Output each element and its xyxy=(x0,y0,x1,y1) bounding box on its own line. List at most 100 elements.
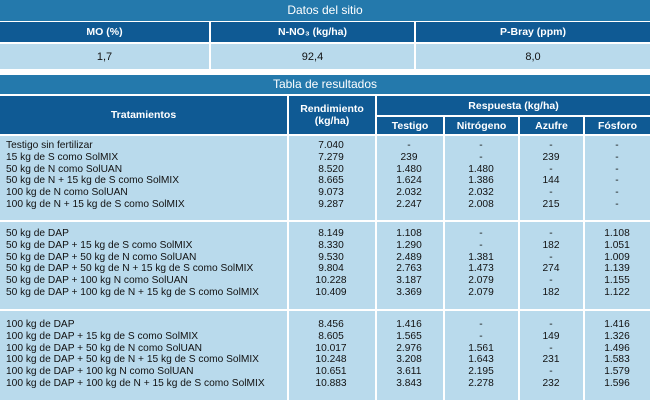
treatment-name: 100 kg de N + 15 kg de S como SolMIX xyxy=(6,199,185,210)
azufre-value: - xyxy=(549,342,553,354)
azufre-value: 231 xyxy=(542,354,560,366)
testigo-value: 1.416 xyxy=(396,319,422,330)
rendimiento-value: 8.149 xyxy=(318,228,344,239)
fosforo-value: 1.416 xyxy=(604,319,630,330)
nitrogeno-value: 2.079 xyxy=(468,287,494,298)
treatment-name: 100 kg de DAP + 100 kg de N + 15 kg de S… xyxy=(6,378,265,389)
fosforo-value: 1.139 xyxy=(604,263,630,275)
table-row: 50 kg de DAP + 100 kg N como SolUAN 10.22… xyxy=(0,275,650,287)
table-row: 50 kg de DAP 8.149 1.108 - - 1.108 xyxy=(0,228,650,240)
column-divider xyxy=(287,136,289,400)
treatment-name: 50 kg de DAP + 50 kg de N como SolUAN xyxy=(6,251,197,263)
column-divider xyxy=(583,136,585,400)
azufre-value: - xyxy=(549,140,553,151)
fosforo-value: - xyxy=(615,187,619,199)
azufre-value: - xyxy=(549,228,553,239)
value-pbray: 8,0 xyxy=(416,44,650,69)
header-mo: MO (%) xyxy=(0,22,209,42)
testigo-value: 3.208 xyxy=(396,354,422,366)
fosforo-value: 1.155 xyxy=(604,275,630,287)
azufre-value: - xyxy=(549,366,553,378)
testigo-value: 1.290 xyxy=(396,239,422,251)
azufre-value: 232 xyxy=(542,378,560,389)
nitrogeno-value: 2.195 xyxy=(468,366,494,378)
fosforo-value: 1.051 xyxy=(604,239,630,251)
treatment-name: 15 kg de S como SolMIX xyxy=(6,151,119,163)
treatment-name: 50 kg de N como SolUAN xyxy=(6,163,123,175)
rendimiento-value: 9.804 xyxy=(318,263,344,275)
testigo-value: 239 xyxy=(400,151,418,163)
treatment-name: Testigo sin fertilizar xyxy=(6,140,93,151)
fosforo-value: - xyxy=(615,163,619,175)
azufre-value: 182 xyxy=(542,239,560,251)
treatment-name: 100 kg de DAP xyxy=(6,319,75,330)
fosforo-value: 1.579 xyxy=(604,366,630,378)
table-row: 100 kg de DAP + 15 kg de S como SolMIX 8.… xyxy=(0,331,650,343)
nitrogeno-value: 2.008 xyxy=(468,199,494,210)
header-nno3: N-NO₃ (kg/ha) xyxy=(211,22,414,42)
rendimiento-value: 9.073 xyxy=(318,187,344,199)
rendimiento-value: 7.279 xyxy=(318,151,344,163)
table-row: 100 kg de DAP + 50 kg de N como SolUAN 10… xyxy=(0,343,650,355)
testigo-value: 2.247 xyxy=(396,199,422,210)
rendimiento-value: 7.040 xyxy=(318,140,344,151)
nitrogeno-value: - xyxy=(479,330,483,342)
fosforo-value: 1.122 xyxy=(604,287,630,298)
testigo-value: 2.032 xyxy=(396,187,422,199)
table-row: 50 kg de N + 15 kg de S como SolMIX 8.665… xyxy=(0,175,650,187)
subheader-azufre: Azufre xyxy=(520,117,583,134)
table-row: 100 kg de DAP + 50 kg de N + 15 kg de S … xyxy=(0,354,650,366)
nitrogeno-value: 2.032 xyxy=(468,187,494,199)
rendimiento-value: 8.520 xyxy=(318,163,344,175)
rendimiento-value: 10.248 xyxy=(315,354,347,366)
nitrogeno-value: 1.643 xyxy=(468,354,494,366)
table-row: 50 kg de DAP + 50 kg de N como SolUAN 9.5… xyxy=(0,252,650,264)
header-tratamientos: Tratamientos xyxy=(0,96,287,134)
azufre-value: 144 xyxy=(542,175,560,187)
table-row: 50 kg de N como SolUAN 8.520 1.480 1.480 - - xyxy=(0,164,650,176)
testigo-value: 1.480 xyxy=(396,163,422,175)
testigo-value: 3.187 xyxy=(396,275,422,287)
treatment-name: 100 kg de N como SolUAN xyxy=(6,187,128,199)
subheader-fosforo: Fósforo xyxy=(585,117,650,134)
fosforo-value: 1.108 xyxy=(604,228,630,239)
nitrogeno-value: 1.381 xyxy=(468,251,494,263)
nitrogeno-value: 2.079 xyxy=(468,275,494,287)
testigo-value: 1.565 xyxy=(396,330,422,342)
results-title: Tabla de resultados xyxy=(0,75,650,94)
azufre-value: - xyxy=(549,319,553,330)
table-row: 100 kg de DAP 8.456 1.416 - - 1.416 xyxy=(0,319,650,331)
nitrogeno-value: - xyxy=(479,319,483,330)
fosforo-value: - xyxy=(615,175,619,187)
rendimiento-value: 8.456 xyxy=(318,319,344,330)
nitrogeno-value: - xyxy=(479,239,483,251)
rendimiento-value: 10.228 xyxy=(315,275,347,287)
rendimiento-value: 9.287 xyxy=(318,199,344,210)
azufre-value: 182 xyxy=(542,287,560,298)
nitrogeno-value: 1.473 xyxy=(468,263,494,275)
fosforo-value: - xyxy=(615,151,619,163)
table-row: 15 kg de S como SolMIX 7.279 239 - 239 - xyxy=(0,152,650,164)
group-block-3 xyxy=(0,311,650,400)
nitrogeno-value: 2.278 xyxy=(468,378,494,389)
rendimiento-value: 8.605 xyxy=(318,330,344,342)
table-row: 100 kg de DAP + 100 kg de N + 15 kg de S… xyxy=(0,378,650,390)
treatment-name: 100 kg de DAP + 50 kg de N como SolUAN xyxy=(6,342,203,354)
azufre-value: - xyxy=(549,251,553,263)
treatment-name: 50 kg de DAP xyxy=(6,228,69,239)
azufre-value: - xyxy=(549,275,553,287)
azufre-value: 215 xyxy=(542,199,560,210)
azufre-value: - xyxy=(549,187,553,199)
azufre-value: 149 xyxy=(542,330,560,342)
group-block-2 xyxy=(0,222,650,309)
nitrogeno-value: 1.386 xyxy=(468,175,494,187)
table-row: 50 kg de DAP + 100 kg de N + 15 kg de S … xyxy=(0,287,650,299)
testigo-value: 3.369 xyxy=(396,287,422,298)
nitrogeno-value: 1.480 xyxy=(468,163,494,175)
fosforo-value: 1.326 xyxy=(604,330,630,342)
treatment-name: 100 kg de DAP + 50 kg de N + 15 kg de S … xyxy=(6,354,259,366)
treatment-name: 50 kg de DAP + 100 kg N como SolUAN xyxy=(6,275,188,287)
testigo-value: 1.624 xyxy=(396,175,422,187)
azufre-value: - xyxy=(549,163,553,175)
group-block-1 xyxy=(0,136,650,220)
